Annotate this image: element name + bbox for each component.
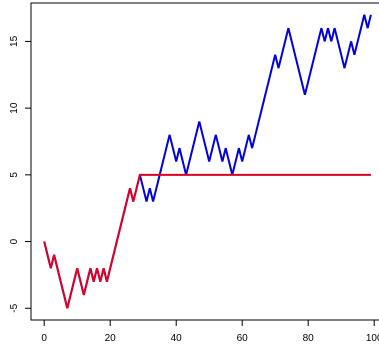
- series-line: [43, 14, 372, 309]
- y-tick-label: -5: [9, 303, 20, 312]
- plot-box: [30, 2, 379, 321]
- x-tick-label: 20: [105, 333, 117, 344]
- y-tick-label: 5: [9, 172, 20, 178]
- x-tick-label: 100: [366, 333, 379, 344]
- y-tick-label: 10: [9, 102, 20, 114]
- x-tick-label: 0: [41, 333, 47, 344]
- y-tick-label: 0: [9, 238, 20, 244]
- y-tick-label: 15: [9, 35, 20, 47]
- series-line: [43, 173, 371, 309]
- x-tick-label: 60: [237, 333, 249, 344]
- x-tick-label: 40: [171, 333, 183, 344]
- x-tick-label: 80: [303, 333, 315, 344]
